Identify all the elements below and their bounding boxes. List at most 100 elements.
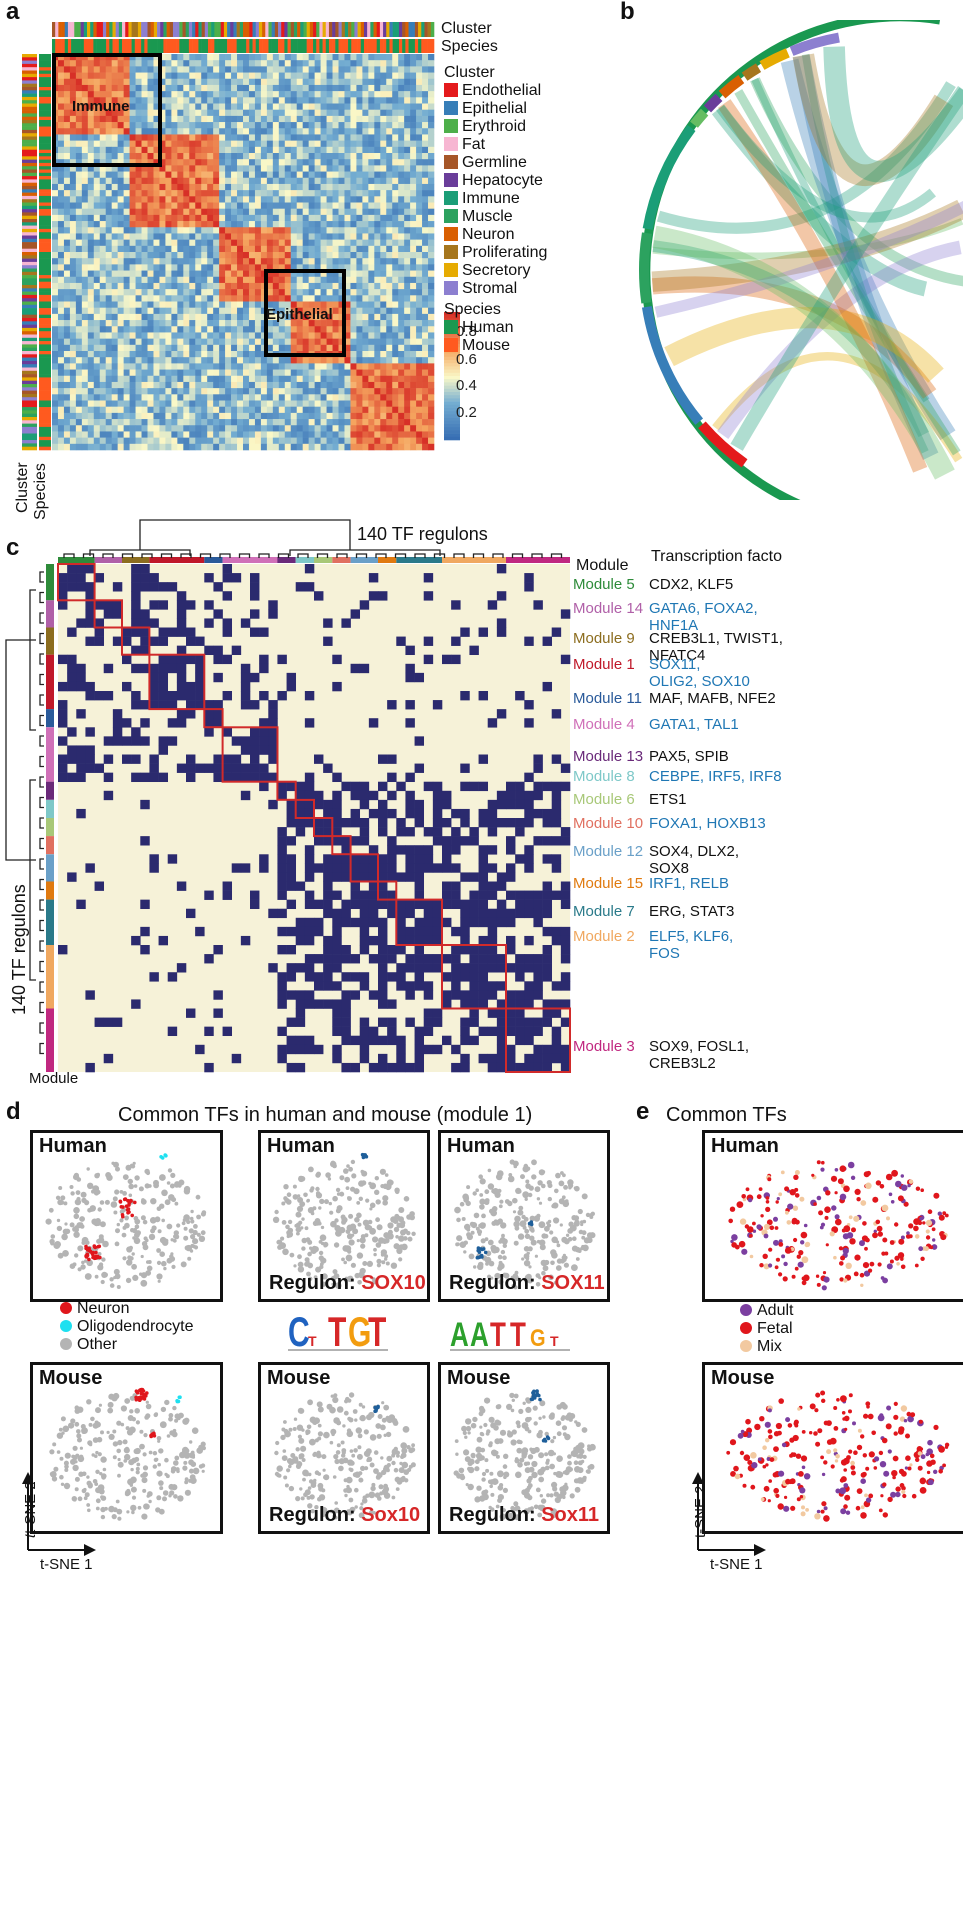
heatmap-cell [248, 196, 256, 203]
heatmap-cell [135, 400, 142, 407]
heatmap-cell [111, 190, 118, 197]
heatmap-cell [332, 165, 339, 172]
heatmap-cell [410, 196, 417, 203]
annotation-cell [39, 364, 51, 368]
heatmap-cell [428, 134, 435, 141]
heatmap-cell [219, 363, 226, 370]
heatmap-cell [63, 381, 71, 389]
chord-diagram [639, 20, 963, 500]
heatmap-cell [219, 289, 226, 296]
heatmap-cell [207, 134, 214, 141]
heatmap-cell [117, 97, 124, 104]
heatmap-cell [141, 419, 148, 426]
heatmap-cell [284, 320, 292, 327]
annotation-cell [39, 96, 51, 101]
heatmap-cell [338, 196, 345, 203]
heatmap-cell [332, 227, 339, 234]
heatmap-cell [122, 736, 132, 746]
heatmap-cell [171, 295, 178, 302]
heatmap-cell [225, 66, 232, 73]
heatmap-cell [176, 600, 187, 610]
annotation-cell [243, 22, 247, 37]
heatmap-cell [296, 60, 303, 67]
annotation-cell [58, 22, 62, 37]
heatmap-cell [284, 252, 292, 259]
heatmap-cell [195, 264, 202, 271]
heatmap-cell [225, 233, 232, 240]
heatmap-cell [314, 208, 321, 216]
heatmap-cell [81, 357, 89, 364]
heatmap-cell [93, 437, 101, 445]
heatmap-cell [326, 214, 333, 222]
heatmap-cell [207, 307, 214, 315]
heatmap-cell [222, 627, 233, 637]
heatmap-cell [410, 258, 417, 265]
heatmap-cell [231, 252, 238, 259]
heatmap-cell [52, 165, 59, 172]
heatmap-cell [153, 183, 160, 191]
heatmap-cell [380, 351, 387, 358]
heatmap-cell [392, 177, 399, 185]
heatmap-cell [99, 276, 107, 284]
heatmap-cell [380, 72, 387, 80]
heatmap-cell [57, 443, 65, 451]
heatmap-cell [284, 122, 292, 129]
heatmap-cell [123, 406, 130, 414]
heatmap-cell [290, 344, 298, 352]
heatmap-cell [278, 140, 286, 148]
heatmap-cell [75, 307, 83, 315]
heatmap-cell [141, 190, 148, 197]
heatmap-cell [177, 388, 184, 395]
heatmap-cell [195, 103, 202, 110]
heatmap-cell [183, 363, 190, 370]
annotation-cell [39, 321, 51, 325]
annotation-cell [262, 39, 266, 53]
heatmap-cell [416, 357, 423, 364]
heatmap-cell [219, 190, 226, 197]
heatmap-cell [63, 208, 71, 216]
heatmap-cell [428, 375, 435, 383]
heatmap-cell [308, 338, 315, 346]
annotation-cell [39, 129, 51, 134]
heatmap-cell [165, 276, 172, 284]
heatmap-cell [368, 214, 375, 222]
heatmap-cell [117, 214, 124, 222]
heatmap-cell [219, 233, 226, 240]
heatmap-cell [176, 709, 187, 719]
heatmap-cell [207, 103, 214, 110]
heatmap-cell [153, 78, 160, 86]
annotation-cell [39, 202, 51, 207]
heatmap-cell [201, 400, 208, 407]
heatmap-cell [338, 221, 345, 228]
heatmap-cell [392, 72, 399, 80]
heatmap-cell [398, 406, 405, 414]
heatmap-cell [135, 140, 142, 148]
heatmap-cell [278, 146, 286, 154]
heatmap-cell [177, 84, 184, 92]
heatmap-cell [374, 109, 381, 117]
heatmap-cell [237, 196, 244, 203]
annotation-cell [39, 182, 51, 187]
heatmap-cell [416, 270, 423, 278]
heatmap-cell [398, 394, 405, 401]
heatmap-cell [147, 313, 154, 321]
heatmap-cell [278, 295, 286, 302]
heatmap-cell [278, 72, 286, 80]
annotation-cell [96, 22, 101, 37]
heatmap-cell [219, 84, 226, 92]
heatmap-cell [290, 72, 298, 80]
heatmap-cell [135, 245, 142, 253]
colorbar-tick-label: 0.4 [456, 377, 477, 394]
heatmap-cell [75, 146, 83, 154]
annotation-cell [39, 222, 51, 226]
heatmap-cell [326, 338, 333, 346]
annotation-cell [39, 189, 51, 193]
heatmap-cell [87, 245, 95, 253]
annotation-cell [39, 334, 51, 339]
heatmap-cell [398, 140, 405, 148]
heatmap-cell [117, 307, 124, 315]
heatmap-cell [290, 214, 298, 222]
heatmap-cell [368, 381, 375, 389]
heatmap-cell [380, 282, 387, 290]
annotation-cell [22, 334, 37, 339]
